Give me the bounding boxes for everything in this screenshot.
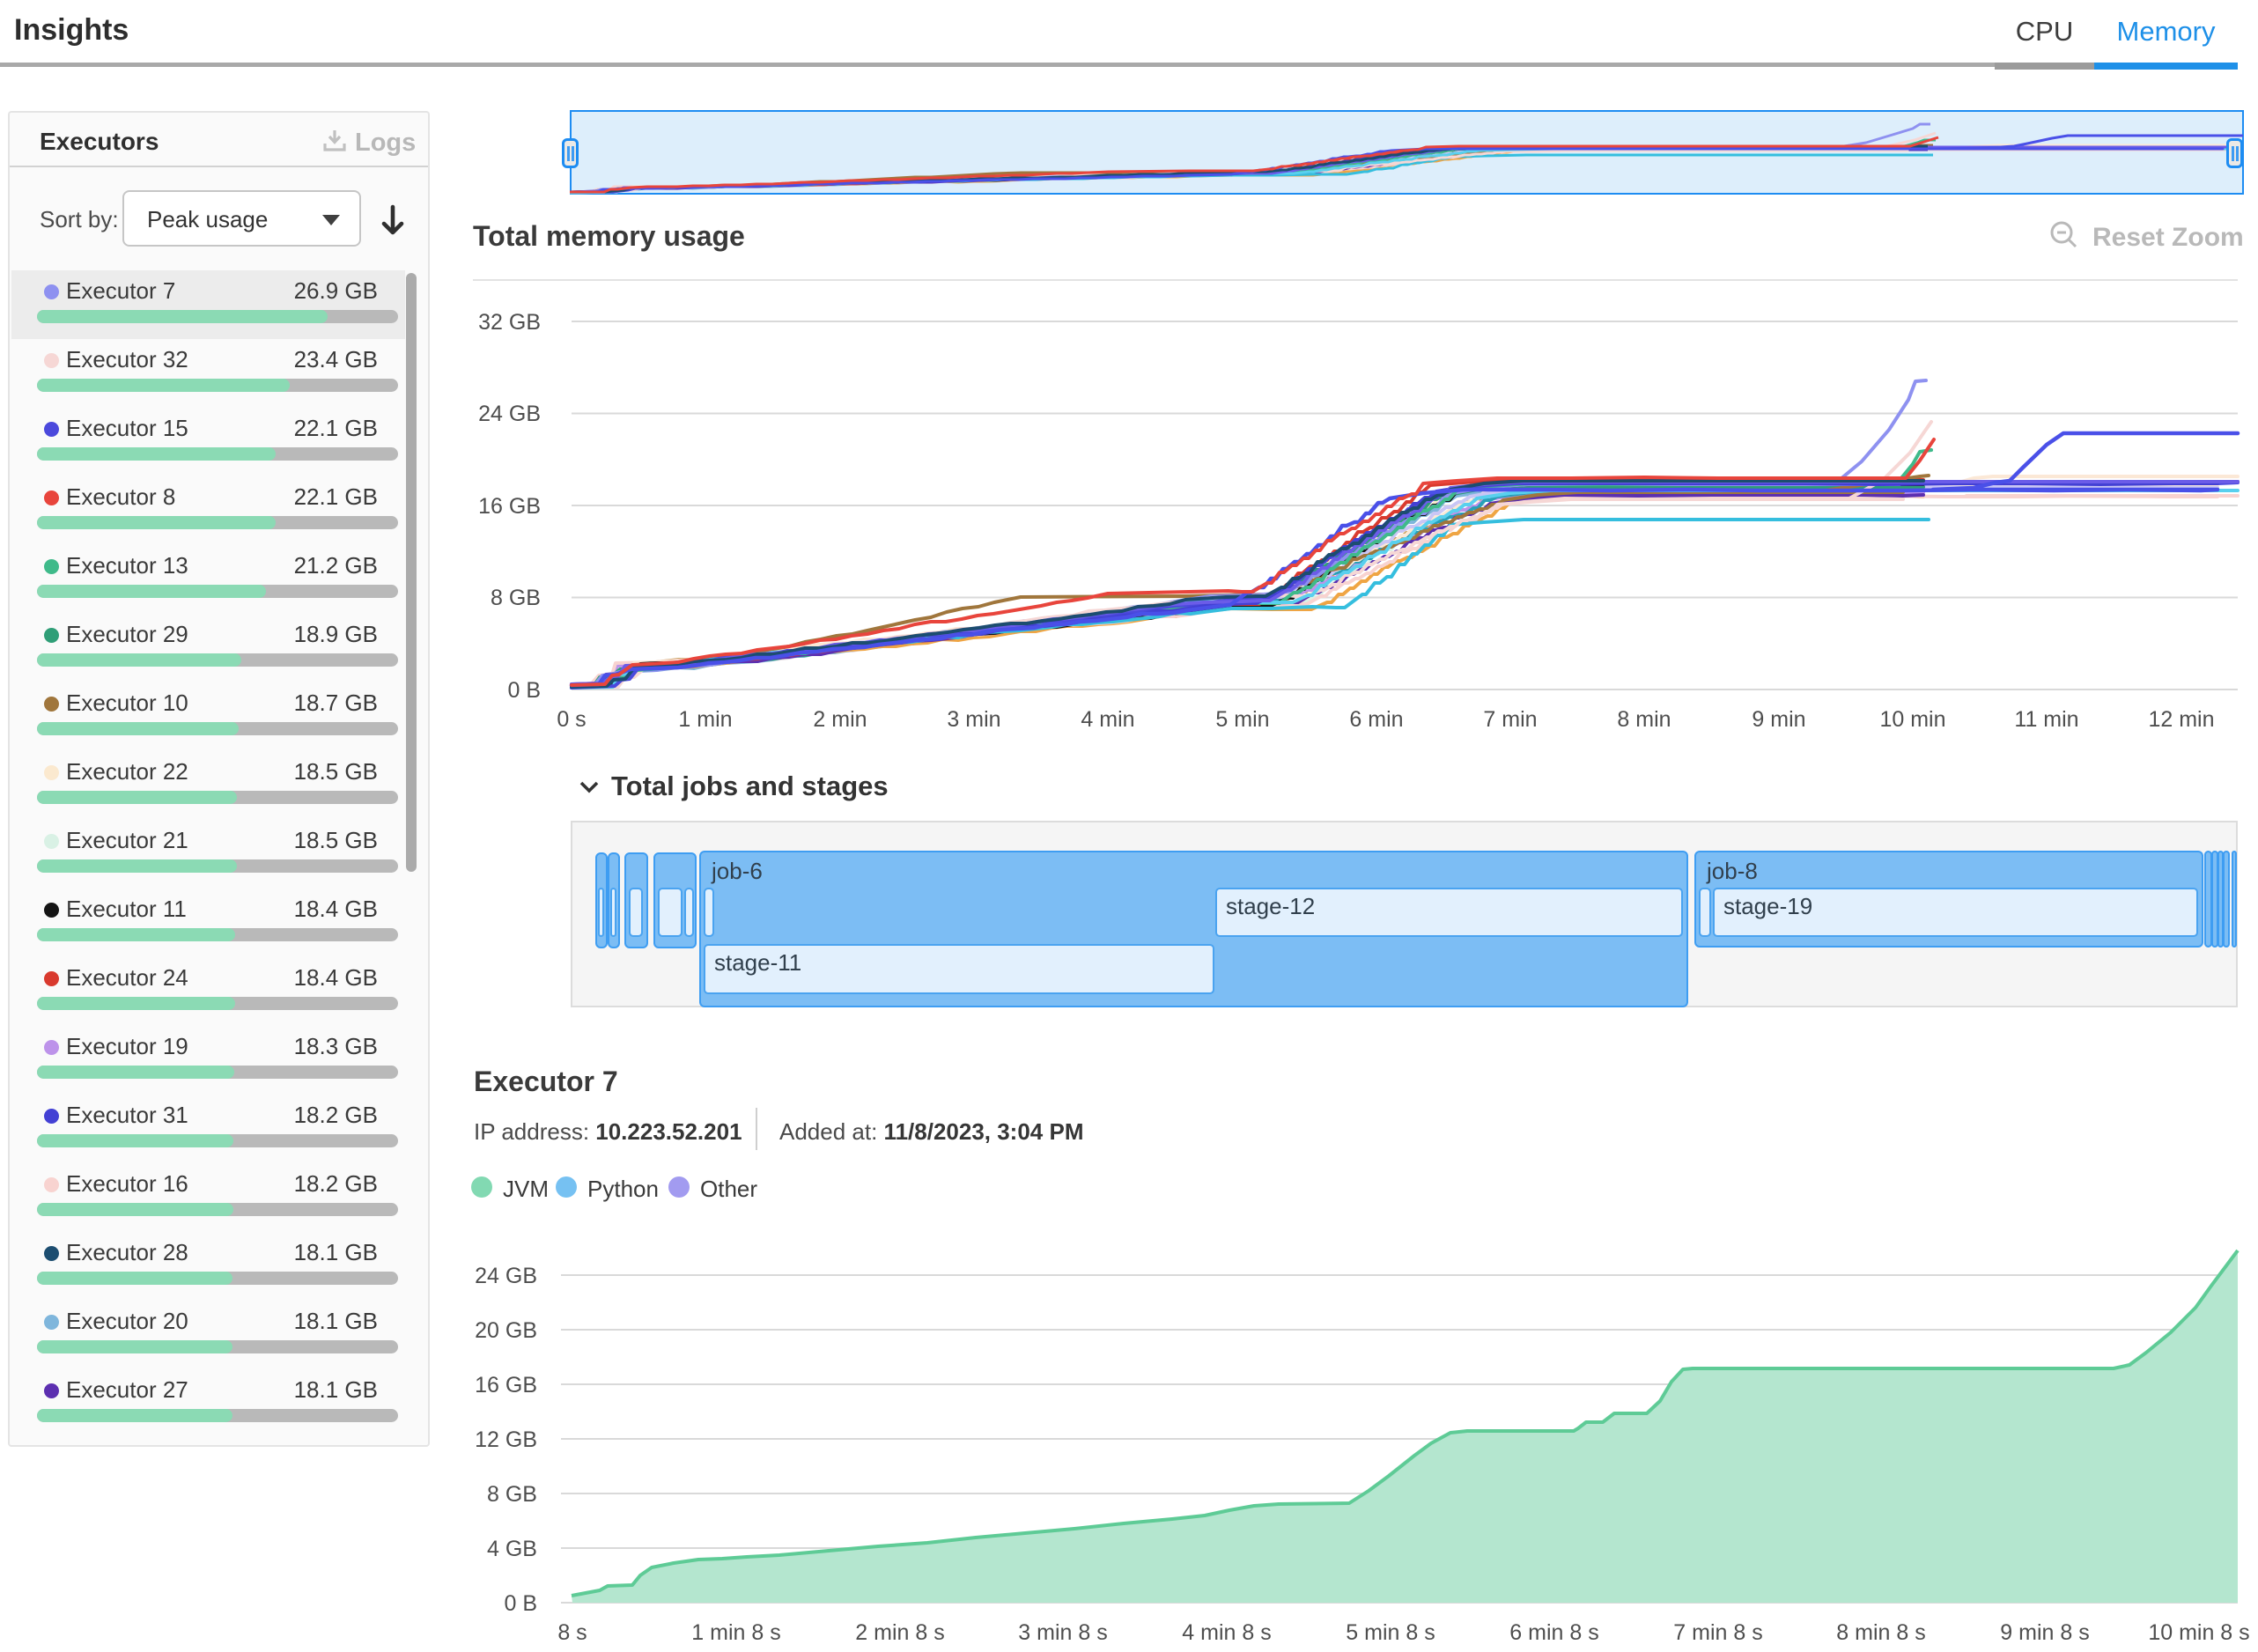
svg-text:12 min: 12 min (2148, 707, 2214, 732)
svg-text:11 min: 11 min (2014, 707, 2078, 732)
svg-text:20 GB: 20 GB (475, 1318, 537, 1343)
svg-text:7 min 8 s: 7 min 8 s (1673, 1620, 1762, 1645)
svg-text:4 GB: 4 GB (487, 1537, 537, 1561)
svg-text:8 min: 8 min (1617, 707, 1671, 732)
svg-text:3 min: 3 min (947, 707, 1000, 732)
svg-text:8 GB: 8 GB (487, 1482, 537, 1507)
svg-text:24 GB: 24 GB (478, 402, 541, 426)
svg-text:12 GB: 12 GB (475, 1427, 537, 1452)
svg-text:5 min: 5 min (1215, 707, 1269, 732)
svg-text:1 min: 1 min (678, 707, 732, 732)
svg-text:24 GB: 24 GB (475, 1264, 537, 1288)
svg-text:0 B: 0 B (507, 678, 541, 703)
svg-text:4 min: 4 min (1081, 707, 1134, 732)
svg-text:4 min 8 s: 4 min 8 s (1182, 1620, 1271, 1645)
svg-text:9 min: 9 min (1752, 707, 1805, 732)
svg-text:10 min 8 s: 10 min 8 s (2148, 1620, 2249, 1645)
svg-text:0 s: 0 s (557, 707, 586, 732)
svg-text:7 min: 7 min (1483, 707, 1537, 732)
svg-text:8 s: 8 s (557, 1620, 587, 1645)
svg-text:0 B: 0 B (504, 1591, 537, 1616)
svg-text:1 min 8 s: 1 min 8 s (691, 1620, 780, 1645)
svg-text:8 min 8 s: 8 min 8 s (1836, 1620, 1925, 1645)
svg-text:2 min 8 s: 2 min 8 s (855, 1620, 944, 1645)
svg-text:32 GB: 32 GB (478, 310, 541, 335)
svg-text:5 min 8 s: 5 min 8 s (1346, 1620, 1435, 1645)
svg-text:6 min: 6 min (1349, 707, 1403, 732)
svg-text:16 GB: 16 GB (478, 494, 541, 519)
svg-text:6 min 8 s: 6 min 8 s (1509, 1620, 1598, 1645)
svg-text:16 GB: 16 GB (475, 1373, 537, 1398)
svg-text:10 min: 10 min (1879, 707, 1945, 732)
svg-text:8 GB: 8 GB (491, 586, 541, 610)
svg-text:3 min 8 s: 3 min 8 s (1018, 1620, 1107, 1645)
svg-text:9 min 8 s: 9 min 8 s (2000, 1620, 2089, 1645)
svg-text:2 min: 2 min (813, 707, 867, 732)
